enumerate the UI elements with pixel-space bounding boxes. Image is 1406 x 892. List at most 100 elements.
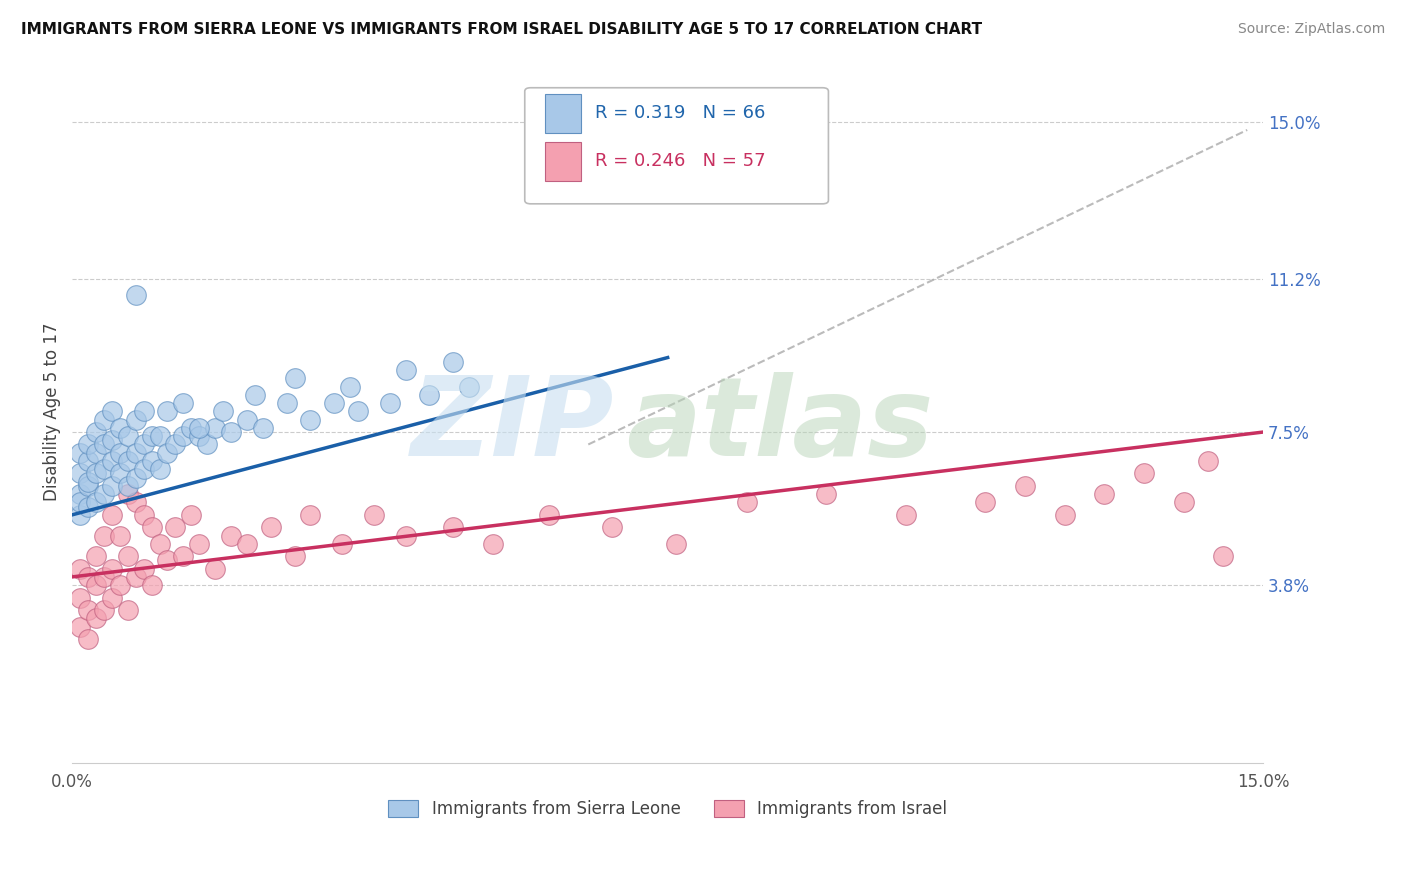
Point bbox=[101, 434, 124, 448]
Point bbox=[141, 429, 163, 443]
Point bbox=[117, 487, 139, 501]
FancyBboxPatch shape bbox=[524, 87, 828, 204]
Point bbox=[77, 632, 100, 646]
Point bbox=[93, 437, 115, 451]
Point bbox=[141, 454, 163, 468]
Point bbox=[243, 388, 266, 402]
Point bbox=[1212, 549, 1234, 564]
Point bbox=[252, 421, 274, 435]
Point bbox=[84, 549, 107, 564]
Point bbox=[537, 508, 560, 522]
Point bbox=[69, 446, 91, 460]
Legend: Immigrants from Sierra Leone, Immigrants from Israel: Immigrants from Sierra Leone, Immigrants… bbox=[381, 794, 953, 825]
Point bbox=[125, 288, 148, 302]
Point bbox=[172, 429, 194, 443]
Point bbox=[441, 354, 464, 368]
Point bbox=[117, 479, 139, 493]
Point bbox=[69, 619, 91, 633]
Point bbox=[299, 412, 322, 426]
Text: atlas: atlas bbox=[626, 372, 934, 479]
Point bbox=[974, 495, 997, 509]
Point bbox=[894, 508, 917, 522]
Point bbox=[441, 520, 464, 534]
Point bbox=[69, 495, 91, 509]
Point bbox=[101, 404, 124, 418]
Point bbox=[283, 371, 305, 385]
Point bbox=[1092, 487, 1115, 501]
Point bbox=[378, 396, 401, 410]
Point bbox=[236, 412, 259, 426]
Point bbox=[276, 396, 298, 410]
Point bbox=[117, 549, 139, 564]
Point bbox=[108, 446, 131, 460]
Point bbox=[93, 487, 115, 501]
Point bbox=[93, 603, 115, 617]
Point bbox=[1197, 454, 1219, 468]
Point bbox=[125, 446, 148, 460]
Point bbox=[69, 561, 91, 575]
Point bbox=[125, 570, 148, 584]
Point bbox=[1173, 495, 1195, 509]
Point bbox=[93, 412, 115, 426]
Point bbox=[132, 508, 155, 522]
Point bbox=[69, 508, 91, 522]
Point bbox=[132, 404, 155, 418]
Point bbox=[77, 437, 100, 451]
Point bbox=[172, 549, 194, 564]
Point bbox=[236, 537, 259, 551]
Text: R = 0.319   N = 66: R = 0.319 N = 66 bbox=[595, 104, 765, 122]
Point bbox=[188, 421, 211, 435]
Point bbox=[125, 470, 148, 484]
Point bbox=[418, 388, 440, 402]
Point bbox=[125, 495, 148, 509]
Point bbox=[1014, 479, 1036, 493]
Point bbox=[132, 462, 155, 476]
Point bbox=[188, 537, 211, 551]
Point bbox=[101, 479, 124, 493]
Point bbox=[665, 537, 688, 551]
Point bbox=[117, 454, 139, 468]
Point bbox=[1053, 508, 1076, 522]
Point bbox=[117, 429, 139, 443]
Point bbox=[156, 553, 179, 567]
Point bbox=[125, 412, 148, 426]
Point bbox=[108, 578, 131, 592]
Point bbox=[84, 578, 107, 592]
Point bbox=[395, 528, 418, 542]
Y-axis label: Disability Age 5 to 17: Disability Age 5 to 17 bbox=[44, 322, 60, 500]
Point bbox=[77, 475, 100, 489]
Point bbox=[93, 462, 115, 476]
Point bbox=[141, 520, 163, 534]
Point bbox=[363, 508, 385, 522]
Point bbox=[165, 437, 187, 451]
Point bbox=[93, 570, 115, 584]
Point bbox=[458, 379, 481, 393]
Point bbox=[84, 425, 107, 439]
Point bbox=[141, 578, 163, 592]
Point bbox=[77, 603, 100, 617]
Point bbox=[84, 446, 107, 460]
Point bbox=[132, 437, 155, 451]
Point bbox=[260, 520, 283, 534]
Point bbox=[84, 495, 107, 509]
Text: IMMIGRANTS FROM SIERRA LEONE VS IMMIGRANTS FROM ISRAEL DISABILITY AGE 5 TO 17 CO: IMMIGRANTS FROM SIERRA LEONE VS IMMIGRAN… bbox=[21, 22, 983, 37]
Point bbox=[330, 537, 353, 551]
Point bbox=[180, 421, 202, 435]
Text: Source: ZipAtlas.com: Source: ZipAtlas.com bbox=[1237, 22, 1385, 37]
Point bbox=[108, 467, 131, 481]
FancyBboxPatch shape bbox=[546, 142, 581, 181]
Point bbox=[101, 454, 124, 468]
Point bbox=[101, 508, 124, 522]
Point bbox=[101, 591, 124, 605]
Point bbox=[219, 528, 242, 542]
Point bbox=[108, 528, 131, 542]
Point bbox=[156, 404, 179, 418]
Point bbox=[172, 396, 194, 410]
Point bbox=[339, 379, 361, 393]
Point bbox=[395, 363, 418, 377]
Point bbox=[108, 421, 131, 435]
Point bbox=[165, 520, 187, 534]
Point bbox=[283, 549, 305, 564]
Point bbox=[204, 421, 226, 435]
Point bbox=[188, 429, 211, 443]
